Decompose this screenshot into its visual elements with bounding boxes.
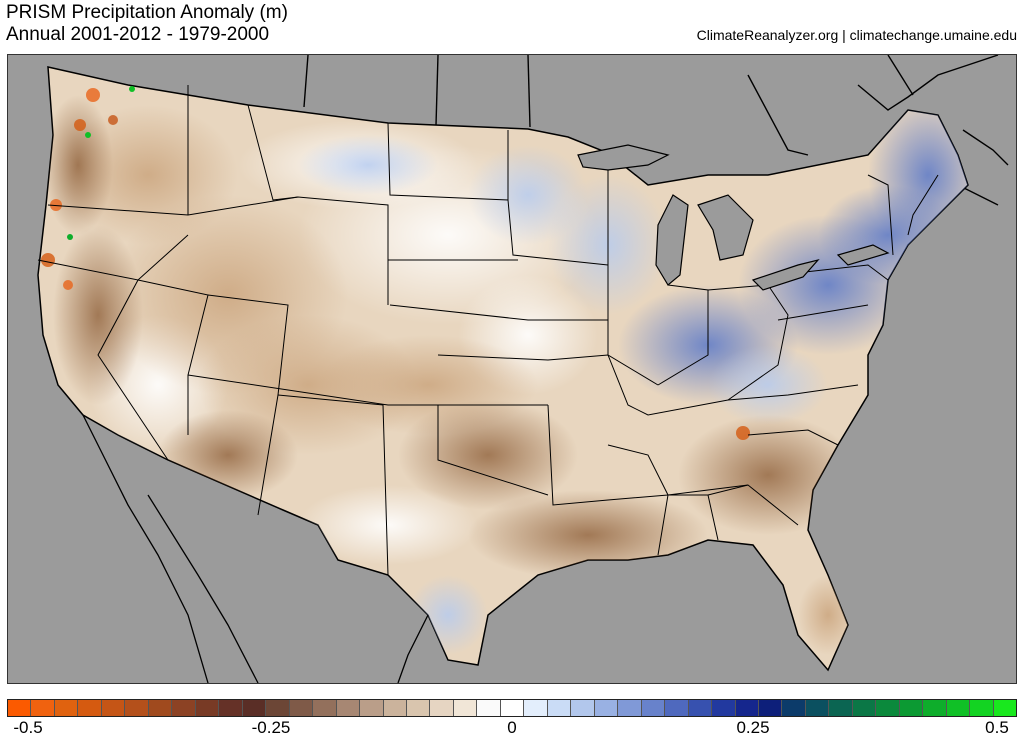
colorbar-swatch: [219, 700, 243, 716]
map-subtitle: Annual 2001-2012 - 1979-2000: [6, 24, 270, 45]
colorbar-swatch: [477, 700, 501, 716]
colorbar-swatch: [665, 700, 689, 716]
colorbar-swatch: [946, 700, 971, 716]
colorbar-swatch: [383, 700, 407, 716]
mexico-coastline: [82, 414, 429, 683]
colorbar-swatch: [782, 700, 806, 716]
colorbar-swatch: [923, 700, 947, 716]
colorbar-swatch: [172, 700, 196, 716]
state-borders: [37, 85, 939, 576]
credit-text: ClimateReanalyzer.org | climatechange.um…: [696, 27, 1017, 43]
colorbar-swatch: [360, 700, 384, 716]
colorbar-swatch: [500, 700, 525, 716]
colorbar-swatch: [618, 700, 642, 716]
colorbar-swatch: [31, 700, 55, 716]
colorbar-swatch: [735, 700, 759, 716]
tick-label: -0.25: [251, 718, 291, 737]
colorbar-swatch: [876, 700, 900, 716]
colorbar-swatch: [101, 700, 126, 716]
colorbar-swatch: [805, 700, 830, 716]
tick-label: 0.5: [985, 718, 1009, 737]
colorbar-swatch: [8, 700, 32, 716]
colorbar-swatch: [899, 700, 924, 716]
colorbar-ticks: -0.5 -0.25 0 0.25 0.5: [7, 718, 1017, 740]
colorbar-swatch: [430, 700, 454, 716]
tick-label: 0: [507, 718, 517, 737]
colorbar-swatch: [712, 700, 736, 716]
colorbar-swatch: [406, 700, 431, 716]
colorbar-swatch: [524, 700, 548, 716]
colorbar-swatch: [54, 700, 79, 716]
colorbar-swatch: [266, 700, 290, 716]
colorbar-swatch: [829, 700, 853, 716]
precipitation-anomaly-map: [7, 54, 1017, 684]
colorbar-swatch: [336, 700, 361, 716]
colorbar-swatch: [970, 700, 994, 716]
colorbar-swatch: [571, 700, 595, 716]
colorbar-swatch: [78, 700, 102, 716]
tick-label: 0.25: [736, 718, 770, 737]
colorbar-swatch: [759, 700, 783, 716]
map-title: PRISM Precipitation Anomaly (m): [6, 2, 288, 23]
anomaly-shading: [41, 73, 968, 655]
colorbar-swatch: [594, 700, 619, 716]
tick-label: -0.5: [13, 718, 43, 737]
colorbar-swatch: [195, 700, 220, 716]
colorbar-swatch: [125, 700, 149, 716]
colorbar-swatch: [852, 700, 877, 716]
colorbar-swatch: [688, 700, 713, 716]
colorbar-swatch: [641, 700, 666, 716]
colorbar-swatch: [148, 700, 173, 716]
colorbar-swatch: [453, 700, 478, 716]
colorbar-swatch: [289, 700, 314, 716]
colorbar-swatch: [993, 700, 1017, 716]
colorbar-swatch: [313, 700, 337, 716]
colorbar: [7, 699, 1017, 717]
colorbar-swatch: [547, 700, 572, 716]
great-lakes: [577, 144, 890, 291]
colorbar-swatch: [242, 700, 267, 716]
